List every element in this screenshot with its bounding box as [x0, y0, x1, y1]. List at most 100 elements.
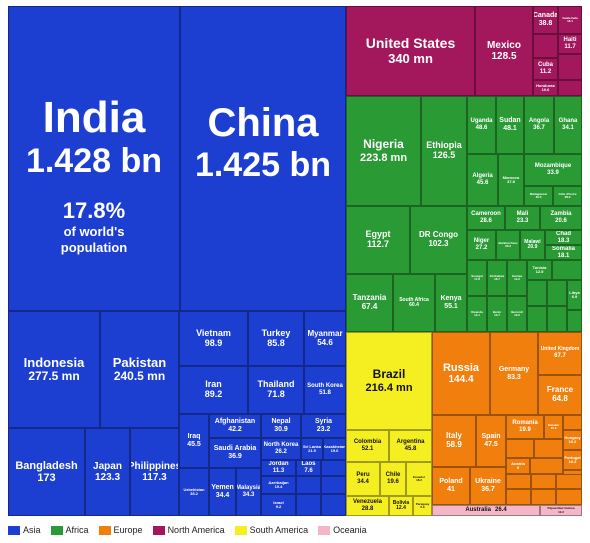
tile-label: Iran: [205, 379, 222, 390]
tile-label: Ghana: [558, 118, 578, 125]
tile-value: 28.9: [564, 195, 571, 199]
tile-italy: Italy 58.9: [432, 415, 476, 467]
tile-label: Sri Lanka: [302, 443, 321, 449]
tile-value: 19.6: [330, 448, 339, 453]
tile-malaysia: Malaysia 34.3: [236, 468, 261, 516]
tile-label: Cuba: [538, 62, 553, 69]
minor-country-tile: [552, 260, 582, 280]
tile-label: DR Congo: [418, 230, 459, 240]
tile-value: 64.8: [552, 394, 568, 403]
tile-pakistan: Pakistan 240.5 mn: [100, 311, 179, 428]
tile-value: 41: [447, 486, 455, 493]
tile-value: 48.1: [503, 125, 517, 132]
tile-label: France: [546, 385, 574, 395]
tile-label: Uzbekistan: [183, 486, 205, 492]
tile-label: Bolivia: [392, 499, 410, 506]
tile-label: Colombia: [353, 439, 382, 446]
tile-value: 128.5: [491, 51, 517, 62]
tile-label: Thailand: [257, 379, 295, 390]
tile-label: Libya: [569, 289, 580, 295]
tile-libya: Libya 6.9: [567, 280, 582, 310]
tile-label: Benin: [492, 309, 502, 314]
tile-label: Azerbaijan: [268, 479, 289, 485]
tile-value: 26.4: [495, 507, 507, 514]
tile-label: Poland: [439, 478, 463, 486]
minor-country-tile: [530, 458, 563, 474]
tile-value: 67.7: [554, 352, 566, 359]
legend-label: North America: [167, 525, 225, 535]
tile-label: Côte d'Ivoire: [558, 191, 577, 196]
tile-value: 14.2: [514, 277, 520, 281]
tile-label: Vietnam: [196, 327, 231, 338]
tile-value: 18.2: [416, 478, 422, 482]
minor-country-tile: [534, 439, 563, 458]
legend-label: Europe: [113, 525, 143, 535]
tile-indonesia: Indonesia 277.5 mn: [8, 311, 100, 428]
tile-label: Hungary: [564, 434, 581, 440]
tile-label: Guinea: [511, 273, 523, 278]
legend-item-africa: Africa: [50, 525, 89, 535]
tile-label: Argentina: [396, 439, 425, 446]
tile-value: 23.2: [316, 426, 331, 433]
tile-label: Laos: [301, 461, 316, 468]
minor-country-tile: [547, 280, 567, 306]
tile-value: 54.6: [317, 337, 333, 347]
tile-japan: Japan 123.3: [85, 428, 130, 516]
tile-label: Madagascar: [529, 191, 548, 196]
tile-value: 33.9: [547, 170, 559, 176]
tile-value: 34.4: [215, 492, 230, 499]
tile-value: 240.5 mn: [113, 369, 166, 384]
legend: Asia Africa Europe North America South Ameri…: [8, 522, 582, 538]
tile-label: Germany: [498, 365, 530, 373]
tile-argentina: Argentina 45.8: [389, 430, 432, 462]
tile-label: Algeria: [472, 173, 493, 180]
tile-label: Burundi: [511, 309, 523, 314]
tile-label: Indonesia: [23, 354, 85, 370]
legend-item-asia: Asia: [8, 525, 41, 535]
tile-value: 11.3: [272, 468, 285, 474]
tile-value: 34.1: [562, 125, 574, 131]
tile-spain: Spain 47.5: [476, 415, 506, 467]
tile-france: France 64.8: [538, 375, 582, 415]
tile-value: 34.3: [242, 492, 255, 498]
tile-russia: Russia 144.4: [432, 332, 490, 415]
tile-algeria: Algeria 45.6: [467, 154, 498, 206]
tile-south-korea: South Korea 51.8: [304, 366, 346, 414]
tile-label: Austria: [511, 460, 525, 466]
tile-value: 89.2: [204, 389, 223, 399]
tile-label: South Africa: [399, 296, 429, 303]
minor-country-tile: [531, 489, 556, 505]
tile-laos: Laos 7.6: [296, 460, 321, 476]
tile-benin: Benin 13.7: [487, 296, 507, 332]
tile-value: 30.9: [274, 426, 288, 433]
tile-poland: Poland 41: [432, 467, 470, 505]
tile-turkey: Turkey 85.8: [248, 311, 304, 366]
tile-label: Chad: [556, 230, 571, 237]
tile-value: 9: [516, 465, 520, 470]
tile-mali: Mali 23.3: [505, 206, 540, 230]
tile-cameroon: Cameroon 28.6: [467, 206, 505, 230]
tile-ethiopia: Ethiopia 126.5: [421, 96, 467, 206]
tile-value: 45.6: [476, 180, 489, 186]
tile-label: Japan: [93, 461, 122, 472]
tile-label: Iraq: [187, 433, 201, 441]
tile-rwanda: Rwanda 14.1: [467, 296, 487, 332]
minor-country-tile: [558, 80, 582, 96]
tile-value: 37.8: [507, 179, 515, 184]
tile-value: 47.5: [484, 441, 498, 448]
tile-value: 23.3: [505, 244, 511, 248]
tile-zambia: Zambia 20.6: [540, 206, 582, 230]
tile-value: 85.8: [267, 337, 285, 348]
tile-value: 52.1: [361, 446, 374, 452]
tile-label: Romania: [512, 420, 538, 427]
tile-c-te-d-ivoire: Côte d'Ivoire 28.9: [553, 186, 582, 206]
tile-value: 277.5 mn: [28, 369, 80, 384]
tile-canada: Canada 38.8: [533, 6, 558, 34]
minor-country-tile: [506, 489, 531, 505]
tile-value: 1.428 bn: [25, 142, 163, 181]
tile-label: Kazakhstan: [323, 443, 346, 449]
tile-germany: Germany 83.3: [490, 332, 538, 415]
tile-australia: Australia 26.4: [432, 505, 540, 516]
tile-somalia: Somalia 18.1: [545, 245, 582, 260]
tile-label: Rwanda: [471, 309, 483, 314]
